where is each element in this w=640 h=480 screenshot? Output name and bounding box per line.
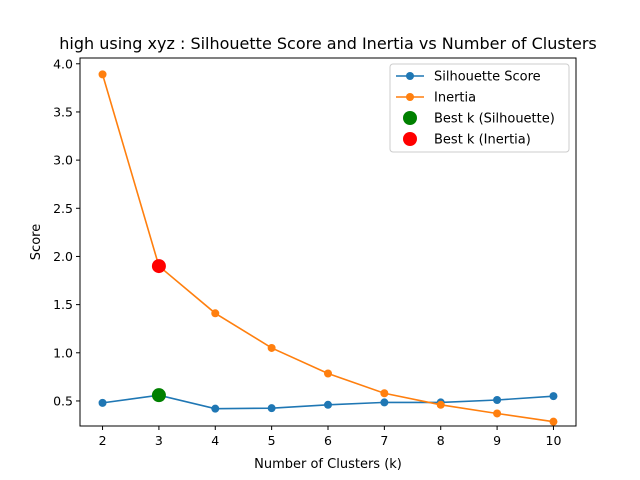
legend-dot-swatch <box>403 111 417 125</box>
data-point <box>211 309 220 318</box>
y-tick-label: 1.0 <box>53 345 73 360</box>
y-axis-label: Score <box>29 224 44 260</box>
x-tick-label: 4 <box>211 433 219 448</box>
x-tick-label: 6 <box>324 433 332 448</box>
data-point <box>493 409 502 418</box>
x-tick-label: 5 <box>268 433 276 448</box>
data-point <box>380 389 389 398</box>
x-tick-label: 2 <box>99 433 107 448</box>
best-k-silhouette-marker <box>151 388 166 403</box>
y-tick-label: 1.5 <box>53 297 73 312</box>
x-tick-label: 7 <box>380 433 388 448</box>
chart-title: high using xyz : Silhouette Score and In… <box>59 34 596 53</box>
axis-ticks: 2 3 4 5 6 7 8 9 10 0.5 1.0 1.5 2.0 2.5 3.0 3.5 4.0 <box>53 56 561 448</box>
y-tick-label: 0.5 <box>53 393 73 408</box>
legend-label: Best k (Inertia) <box>434 133 531 148</box>
data-point <box>98 70 107 79</box>
x-tick-label: 10 <box>546 433 562 448</box>
legend-marker-swatch <box>406 93 414 101</box>
data-point <box>267 404 276 413</box>
x-axis-label: Number of Clusters (k) <box>254 457 402 472</box>
y-tick-label: 2.5 <box>53 201 73 216</box>
y-tick-label: 3.5 <box>53 104 73 119</box>
x-tick-label: 8 <box>437 433 445 448</box>
data-point <box>549 392 558 401</box>
legend-box <box>389 63 570 153</box>
data-point <box>436 400 445 409</box>
data-point <box>324 400 332 409</box>
legend-label: Inertia <box>434 91 476 106</box>
y-tick-label: 2.0 <box>53 249 73 264</box>
legend-label: Silhouette Score <box>434 70 541 85</box>
plot-area <box>98 70 558 426</box>
x-tick-label: 3 <box>155 433 163 448</box>
legend: Silhouette Score Inertia Best k (Silhouett… <box>389 63 570 153</box>
legend-marker-swatch <box>406 72 414 80</box>
y-tick-label: 3.0 <box>53 153 73 168</box>
data-point <box>380 398 389 407</box>
x-tick-label: 9 <box>493 433 501 448</box>
data-point <box>549 417 558 426</box>
legend-dot-swatch <box>403 132 417 146</box>
data-point <box>324 369 332 378</box>
data-point <box>493 395 502 404</box>
best-k-inertia-marker <box>151 259 166 274</box>
data-point <box>98 398 107 407</box>
legend-label: Best k (Silhouette) <box>434 112 555 127</box>
y-tick-label: 4.0 <box>53 56 73 71</box>
data-point <box>267 343 276 352</box>
data-point <box>211 404 220 413</box>
